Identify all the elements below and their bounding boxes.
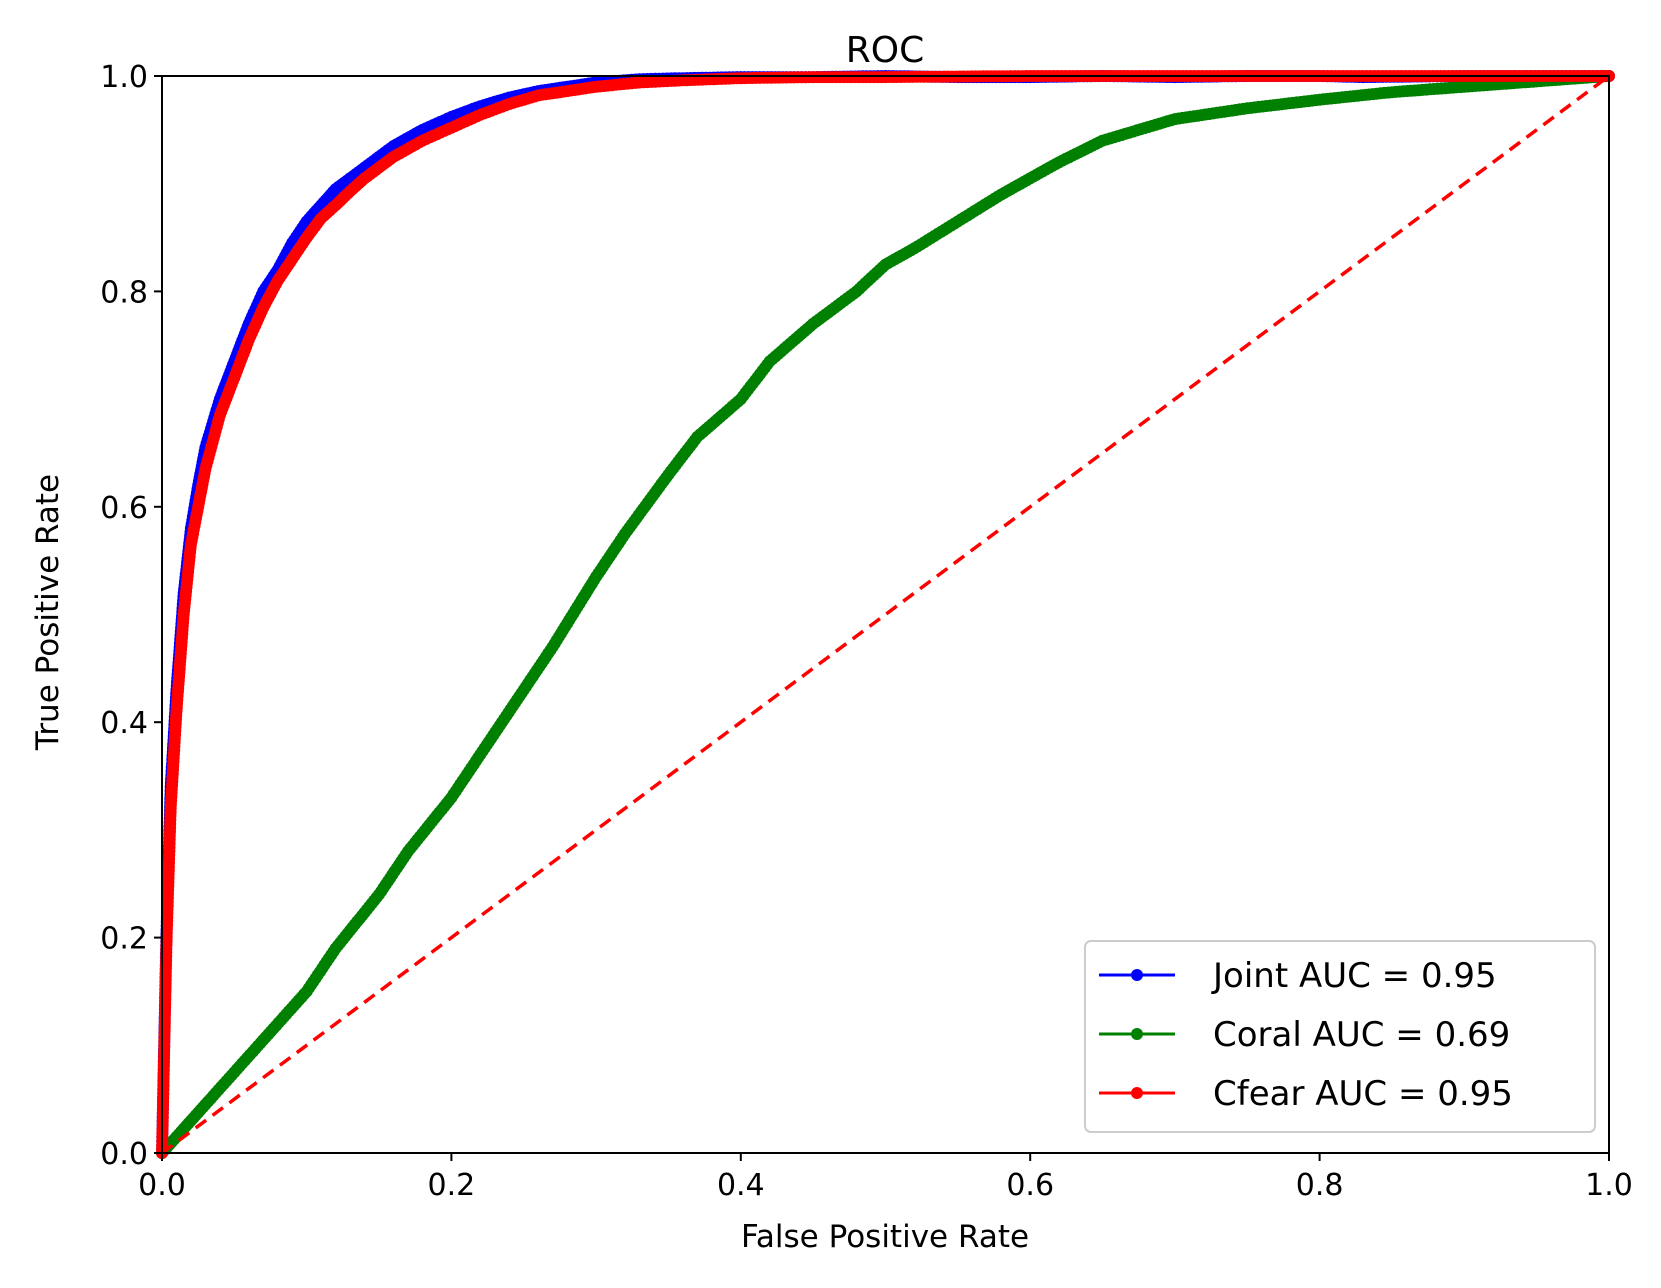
x-tick-label: 0.4: [717, 1168, 765, 1203]
x-axis-label: False Positive Rate: [741, 1219, 1029, 1255]
legend-marker-3: [1131, 1087, 1143, 1099]
x-axis-ticks: 0.0 0.2 0.4 0.6 0.8 1.0: [138, 1153, 1633, 1203]
legend-item-1: Joint AUC = 0.95: [1099, 956, 1497, 996]
y-tick-label: 1.0: [100, 60, 148, 95]
x-tick-label: 0.6: [1006, 1168, 1054, 1203]
legend-label-1: Joint AUC = 0.95: [1211, 956, 1497, 996]
chance-diagonal-line: [160, 74, 1611, 1155]
y-tick-label: 0.0: [100, 1137, 148, 1172]
x-tick-label: 1.0: [1585, 1168, 1633, 1203]
y-axis-label: True Positive Rate: [30, 474, 66, 751]
axes-frame: [161, 75, 1610, 1154]
plot-area: [156, 70, 1615, 1159]
legend-label-2: Coral AUC = 0.69: [1213, 1015, 1510, 1055]
x-tick-label: 0.8: [1296, 1168, 1344, 1203]
x-tick-label: 0.2: [428, 1168, 476, 1203]
y-tick-label: 0.6: [100, 491, 148, 526]
y-tick-label: 0.8: [100, 275, 148, 310]
legend-marker-1: [1131, 969, 1143, 981]
legend: Joint AUC = 0.95 Coral AUC = 0.69 Cfear AU…: [1084, 940, 1596, 1133]
y-tick-label: 0.4: [100, 706, 148, 741]
series-3-group: [156, 70, 1615, 1159]
legend-marker-2: [1131, 1028, 1143, 1040]
y-tick-label: 0.2: [100, 922, 148, 957]
legend-box: [1084, 940, 1596, 1133]
chart-title: ROC: [846, 30, 925, 71]
legend-item-3: Cfear AUC = 0.95: [1099, 1074, 1513, 1114]
legend-item-2: Coral AUC = 0.69: [1099, 1015, 1510, 1055]
y-axis-ticks: 0.0 0.2 0.4 0.6 0.8 1.0: [100, 60, 162, 1172]
legend-label-3: Cfear AUC = 0.95: [1213, 1074, 1513, 1114]
x-tick-label: 0.0: [138, 1168, 186, 1203]
